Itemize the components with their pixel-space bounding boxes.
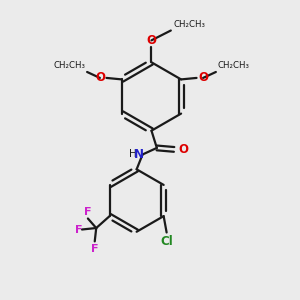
- Text: CH₂CH₃: CH₂CH₃: [173, 20, 205, 29]
- Text: O: O: [146, 34, 157, 46]
- Text: O: O: [178, 142, 188, 156]
- Text: Cl: Cl: [161, 236, 174, 248]
- Text: F: F: [75, 224, 83, 235]
- Text: CH₂CH₃: CH₂CH₃: [53, 61, 85, 70]
- Text: H: H: [129, 149, 137, 159]
- Text: O: O: [95, 71, 105, 84]
- Text: F: F: [84, 207, 91, 217]
- Text: O: O: [198, 71, 208, 84]
- Text: N: N: [134, 148, 144, 161]
- Text: F: F: [91, 244, 98, 254]
- Text: CH₂CH₃: CH₂CH₃: [218, 61, 250, 70]
